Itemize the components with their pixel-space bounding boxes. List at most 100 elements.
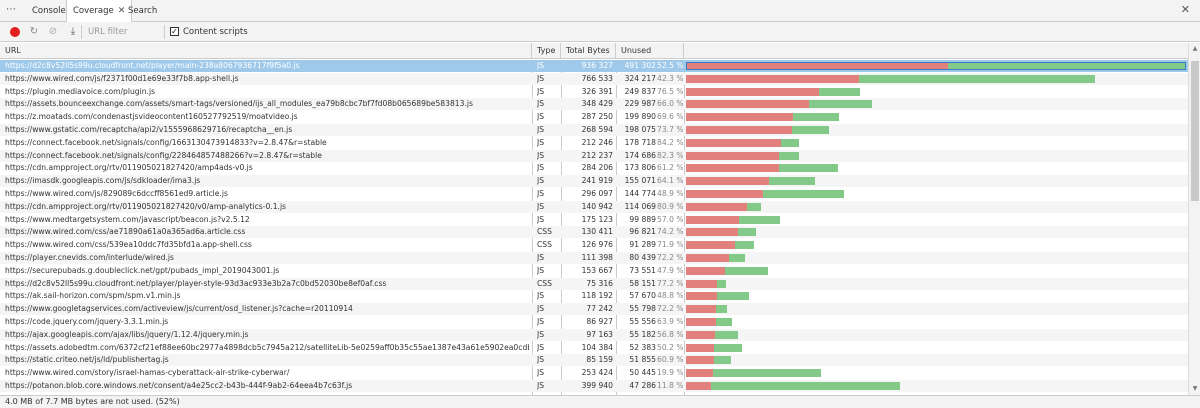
unused-bytes-bar xyxy=(686,369,713,378)
table-row[interactable]: https://connect.facebook.net/signals/con… xyxy=(0,149,1188,162)
vertical-scrollbar[interactable]: ▲ ▼ xyxy=(1188,43,1200,395)
row-url: https://code.jquery.com/jquery-3.3.1.min… xyxy=(5,317,169,326)
table-row[interactable]: https://cdn.ampproject.org/rtv/011905021… xyxy=(0,162,1188,174)
table-row[interactable]: https://assets.bounceexchange.com/assets… xyxy=(0,98,1188,111)
used-bytes-bar xyxy=(778,164,838,173)
content-scripts-checkbox[interactable]: ✓ xyxy=(170,27,179,36)
column-header-total-bytes[interactable]: Total Bytes xyxy=(561,43,616,59)
row-unused-percent: 52.5 % xyxy=(657,61,683,70)
scroll-up-icon[interactable]: ▲ xyxy=(1192,45,1198,52)
table-row[interactable]: https://www.wired.com/css/ae71890a61a0a3… xyxy=(0,226,1188,239)
row-unused-bytes: 51 855 xyxy=(629,355,656,365)
row-url: https://www.wired.com/css/ae71890a61a0a3… xyxy=(5,227,246,237)
tab-coverage[interactable]: Coverage ✕ xyxy=(66,0,133,23)
unused-bytes-bar xyxy=(686,138,782,147)
row-total-bytes: 126 976 xyxy=(581,240,613,250)
row-unused-bytes: 99 889 xyxy=(629,214,656,224)
used-bytes-bar xyxy=(713,343,742,352)
used-bytes-bar xyxy=(792,113,840,122)
table-row[interactable]: https://code.jquery.com/jquery-3.3.1.min… xyxy=(0,316,1188,328)
reload-icon[interactable]: ↻ xyxy=(29,26,39,37)
row-unused-percent: 71.9 % xyxy=(657,240,683,250)
row-unused-percent: 48.9 % xyxy=(657,189,683,198)
toolbar-divider xyxy=(164,25,165,39)
coverage-status-bar: 4.0 MB of 7.7 MB bytes are not used. (52… xyxy=(0,395,1200,408)
row-unused-percent: 84.2 % xyxy=(657,137,683,147)
row-type: JS xyxy=(537,125,545,134)
row-type: JS xyxy=(537,189,545,198)
used-bytes-bar xyxy=(791,126,830,134)
coverage-table-body: https://d2c8v52ll5s99u.cloudfront.net/pl… xyxy=(0,60,1188,395)
row-url: https://player.cnevids.com/interlude/wir… xyxy=(5,253,174,262)
table-row[interactable]: https://www.gstatic.com/recaptcha/api2/v… xyxy=(0,124,1188,136)
row-unused-percent: 69.6 % xyxy=(657,112,683,122)
table-row[interactable]: https://www.googletagservices.com/active… xyxy=(0,303,1188,316)
table-row[interactable]: https://d2c8v52ll5s99u.cloudfront.net/pl… xyxy=(0,277,1188,290)
row-total-bytes: 140 942 xyxy=(581,201,613,211)
column-header-url[interactable]: URL xyxy=(0,43,532,59)
row-unused-percent: 77.2 % xyxy=(657,278,683,288)
unused-bytes-bar xyxy=(686,241,735,250)
table-row[interactable]: https://ak.sail-horizon.com/spm/spm.v1.m… xyxy=(0,290,1188,302)
row-total-bytes: 241 919 xyxy=(581,176,613,186)
row-total-bytes: 212 237 xyxy=(581,150,613,160)
row-url: https://connect.facebook.net/signals/con… xyxy=(5,137,327,147)
table-row[interactable]: https://www.wired.com/css/539ea10ddc7fd3… xyxy=(0,239,1188,251)
more-tabs-icon[interactable]: ⋯ xyxy=(6,4,17,15)
row-total-bytes: 287 250 xyxy=(581,112,613,122)
row-unused-percent: 80.9 % xyxy=(657,201,683,211)
row-total-bytes: 284 206 xyxy=(581,163,613,173)
scroll-down-icon[interactable]: ▼ xyxy=(1192,385,1198,392)
record-icon[interactable] xyxy=(10,27,20,37)
unused-bytes-bar xyxy=(686,100,809,109)
table-row[interactable]: https://imasdk.googleapis.com/js/sdkload… xyxy=(0,175,1188,188)
row-unused-percent: 72.2 % xyxy=(657,253,683,262)
tab-search[interactable]: Search xyxy=(122,0,163,22)
table-row[interactable]: https://securepubads.g.doubleclick.net/g… xyxy=(0,265,1188,277)
table-row[interactable]: https://d2c8v52ll5s99u.cloudfront.net/pl… xyxy=(0,60,1188,72)
row-unused-percent: 42.3 % xyxy=(657,73,683,83)
table-row[interactable]: https://cdn.ampproject.org/rtv/011905021… xyxy=(0,200,1188,213)
row-unused-percent: 56.8 % xyxy=(657,329,683,339)
row-type: JS xyxy=(537,73,545,83)
row-url: https://www.wired.com/js/829089c6dccff85… xyxy=(5,189,228,198)
row-type: JS xyxy=(537,61,545,70)
table-row[interactable]: https://static.criteo.net/js/ld/publishe… xyxy=(0,354,1188,367)
table-row[interactable]: https://www.wired.com/story/israel-hamas… xyxy=(0,367,1188,379)
column-header-type[interactable]: Type xyxy=(532,43,561,59)
row-unused-percent: 74.2 % xyxy=(657,227,683,237)
row-total-bytes: 75 316 xyxy=(586,278,613,288)
row-total-bytes: 766 533 xyxy=(581,73,613,83)
scrollbar-thumb[interactable] xyxy=(1191,61,1199,201)
row-total-bytes: 175 123 xyxy=(581,214,613,224)
row-url: https://www.wired.com/js/f2371f00d1e69e3… xyxy=(5,73,239,83)
table-row[interactable]: https://player.cnevids.com/interlude/wir… xyxy=(0,252,1188,264)
clear-icon[interactable]: ⊘ xyxy=(48,26,58,37)
export-icon[interactable]: ⤓ xyxy=(70,26,76,37)
table-row[interactable]: https://ajax.googleapis.com/ajax/libs/jq… xyxy=(0,328,1188,341)
table-row[interactable]: https://www.wired.com/js/f2371f00d1e69e3… xyxy=(0,72,1188,85)
row-unused-percent: 64.1 % xyxy=(657,176,683,186)
table-row[interactable]: https://www.wired.com/js/829089c6dccff85… xyxy=(0,188,1188,200)
table-row[interactable]: https://potanon.blob.core.windows.net/co… xyxy=(0,380,1188,392)
table-row[interactable]: https://www.medtargetsystem.com/javascri… xyxy=(0,214,1188,226)
table-row[interactable]: https://connect.facebook.net/signals/con… xyxy=(0,137,1188,149)
unused-bytes-bar xyxy=(686,62,949,70)
column-header-unused-bytes[interactable]: Unused Bytes▼ xyxy=(616,43,684,71)
tab-console[interactable]: Console xyxy=(26,0,72,22)
row-type: JS xyxy=(537,201,545,211)
url-filter-input[interactable] xyxy=(84,25,156,39)
row-unused-bytes: 491 302 xyxy=(624,61,656,70)
row-unused-percent: 60.9 % xyxy=(657,355,683,365)
row-unused-bytes: 174 686 xyxy=(624,150,656,160)
table-row[interactable]: https://assets.adobedtm.com/6372cf21ef88… xyxy=(0,342,1188,354)
table-row[interactable]: https://plugin.mediavoice.com/plugin.js J… xyxy=(0,86,1188,98)
row-unused-percent: 72.2 % xyxy=(657,304,683,314)
row-type: JS xyxy=(537,112,545,122)
close-tab-icon[interactable]: ✕ xyxy=(117,6,126,16)
unused-bytes-bar xyxy=(686,228,738,237)
close-drawer-icon[interactable]: ✕ xyxy=(1180,3,1190,16)
row-url: https://www.wired.com/css/539ea10ddc7fd3… xyxy=(5,240,252,250)
row-url: https://d2c8v52ll5s99u.cloudfront.net/pl… xyxy=(5,61,300,70)
table-row[interactable]: https://z.moatads.com/condenastjsvideoco… xyxy=(0,111,1188,123)
